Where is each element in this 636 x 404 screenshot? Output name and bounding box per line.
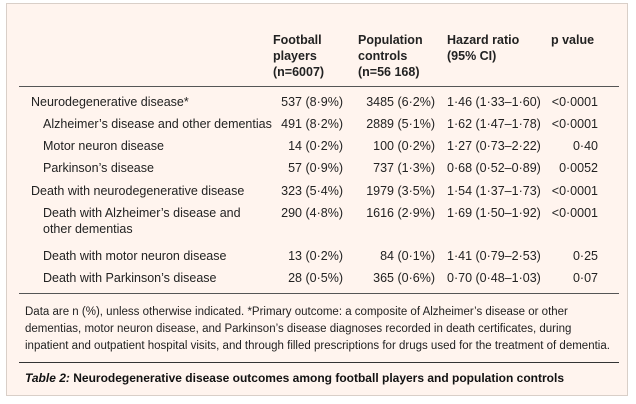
caption-rule — [19, 362, 619, 363]
row-label: Motor neuron disease — [43, 139, 164, 153]
row-label: Death with neurodegenerative disease — [31, 184, 245, 198]
cell-football: 57 (0·9%) — [288, 161, 343, 175]
table-caption: Table 2: Neurodegenerative disease outco… — [25, 371, 565, 385]
header-hazard-ratio: Hazard ratio (95% CI) — [447, 33, 520, 63]
row-label: Death with motor neuron disease — [43, 249, 227, 263]
cell-p-value: <0·0001 — [551, 206, 598, 220]
cell-controls: 3485 (6·2%) — [366, 95, 435, 109]
row-label: Neurodegenerative disease* — [31, 95, 189, 109]
header-football: Football players (n=6007) — [273, 33, 325, 79]
header-rule — [19, 86, 619, 87]
cell-controls: 1979 (3·5%) — [366, 184, 435, 198]
cell-football: 323 (5·4%) — [281, 184, 343, 198]
cell-p-value: 0·07 — [572, 271, 598, 285]
row-label: Death with Parkinson’s disease — [43, 271, 217, 285]
cell-hazard-ratio: 1·69 (1·50–1·92) — [447, 206, 541, 220]
cell-hazard-ratio: 1·62 (1·47–1·78) — [447, 117, 541, 131]
cell-football: 537 (8·9%) — [281, 95, 343, 109]
table-footnote: Data are n (%), unless otherwise indicat… — [25, 306, 610, 352]
cell-p-value: 0·0052 — [559, 161, 598, 175]
cell-controls: 1616 (2·9%) — [366, 206, 435, 220]
cell-hazard-ratio: 1·27 (0·73–2·22) — [447, 139, 541, 153]
row-label: Death with Alzheimer’s disease and — [43, 206, 241, 220]
cell-p-value: 0·25 — [572, 249, 598, 263]
cell-p-value: <0·0001 — [551, 184, 598, 198]
cell-football: 28 (0·5%) — [288, 271, 343, 285]
cell-controls: 100 (0·2%) — [373, 139, 435, 153]
cell-football: 14 (0·2%) — [288, 139, 343, 153]
row-label-continued: other dementias — [43, 222, 133, 236]
table-panel: Football players (n=6007) Population con… — [6, 3, 628, 396]
header-p-value: p value — [551, 33, 595, 47]
cell-football: 290 (4·8%) — [281, 206, 343, 220]
cell-hazard-ratio: 1·46 (1·33–1·60) — [447, 95, 541, 109]
row-label: Parkinson’s disease — [43, 161, 154, 175]
cell-hazard-ratio: 1·54 (1·37–1·73) — [447, 184, 541, 198]
cell-football: 491 (8·2%) — [281, 117, 343, 131]
cell-p-value: <0·0001 — [551, 95, 598, 109]
header-controls: Population controls (n=56 168) — [358, 33, 423, 79]
cell-controls: 2889 (5·1%) — [366, 117, 435, 131]
cell-hazard-ratio: 1·41 (0·79–2·53) — [447, 249, 541, 263]
cell-p-value: 0·40 — [572, 139, 598, 153]
cell-football: 13 (0·2%) — [288, 249, 343, 263]
cell-hazard-ratio: 0·70 (0·48–1·03) — [447, 271, 541, 285]
cell-controls: 365 (0·6%) — [373, 271, 435, 285]
row-label: Alzheimer’s disease and other dementias — [43, 117, 272, 131]
cell-hazard-ratio: 0·68 (0·52–0·89) — [447, 161, 541, 175]
cell-controls: 737 (1·3%) — [373, 161, 435, 175]
body-rule — [19, 293, 619, 294]
cell-controls: 84 (0·1%) — [380, 249, 435, 263]
cell-p-value: <0·0001 — [551, 117, 598, 131]
